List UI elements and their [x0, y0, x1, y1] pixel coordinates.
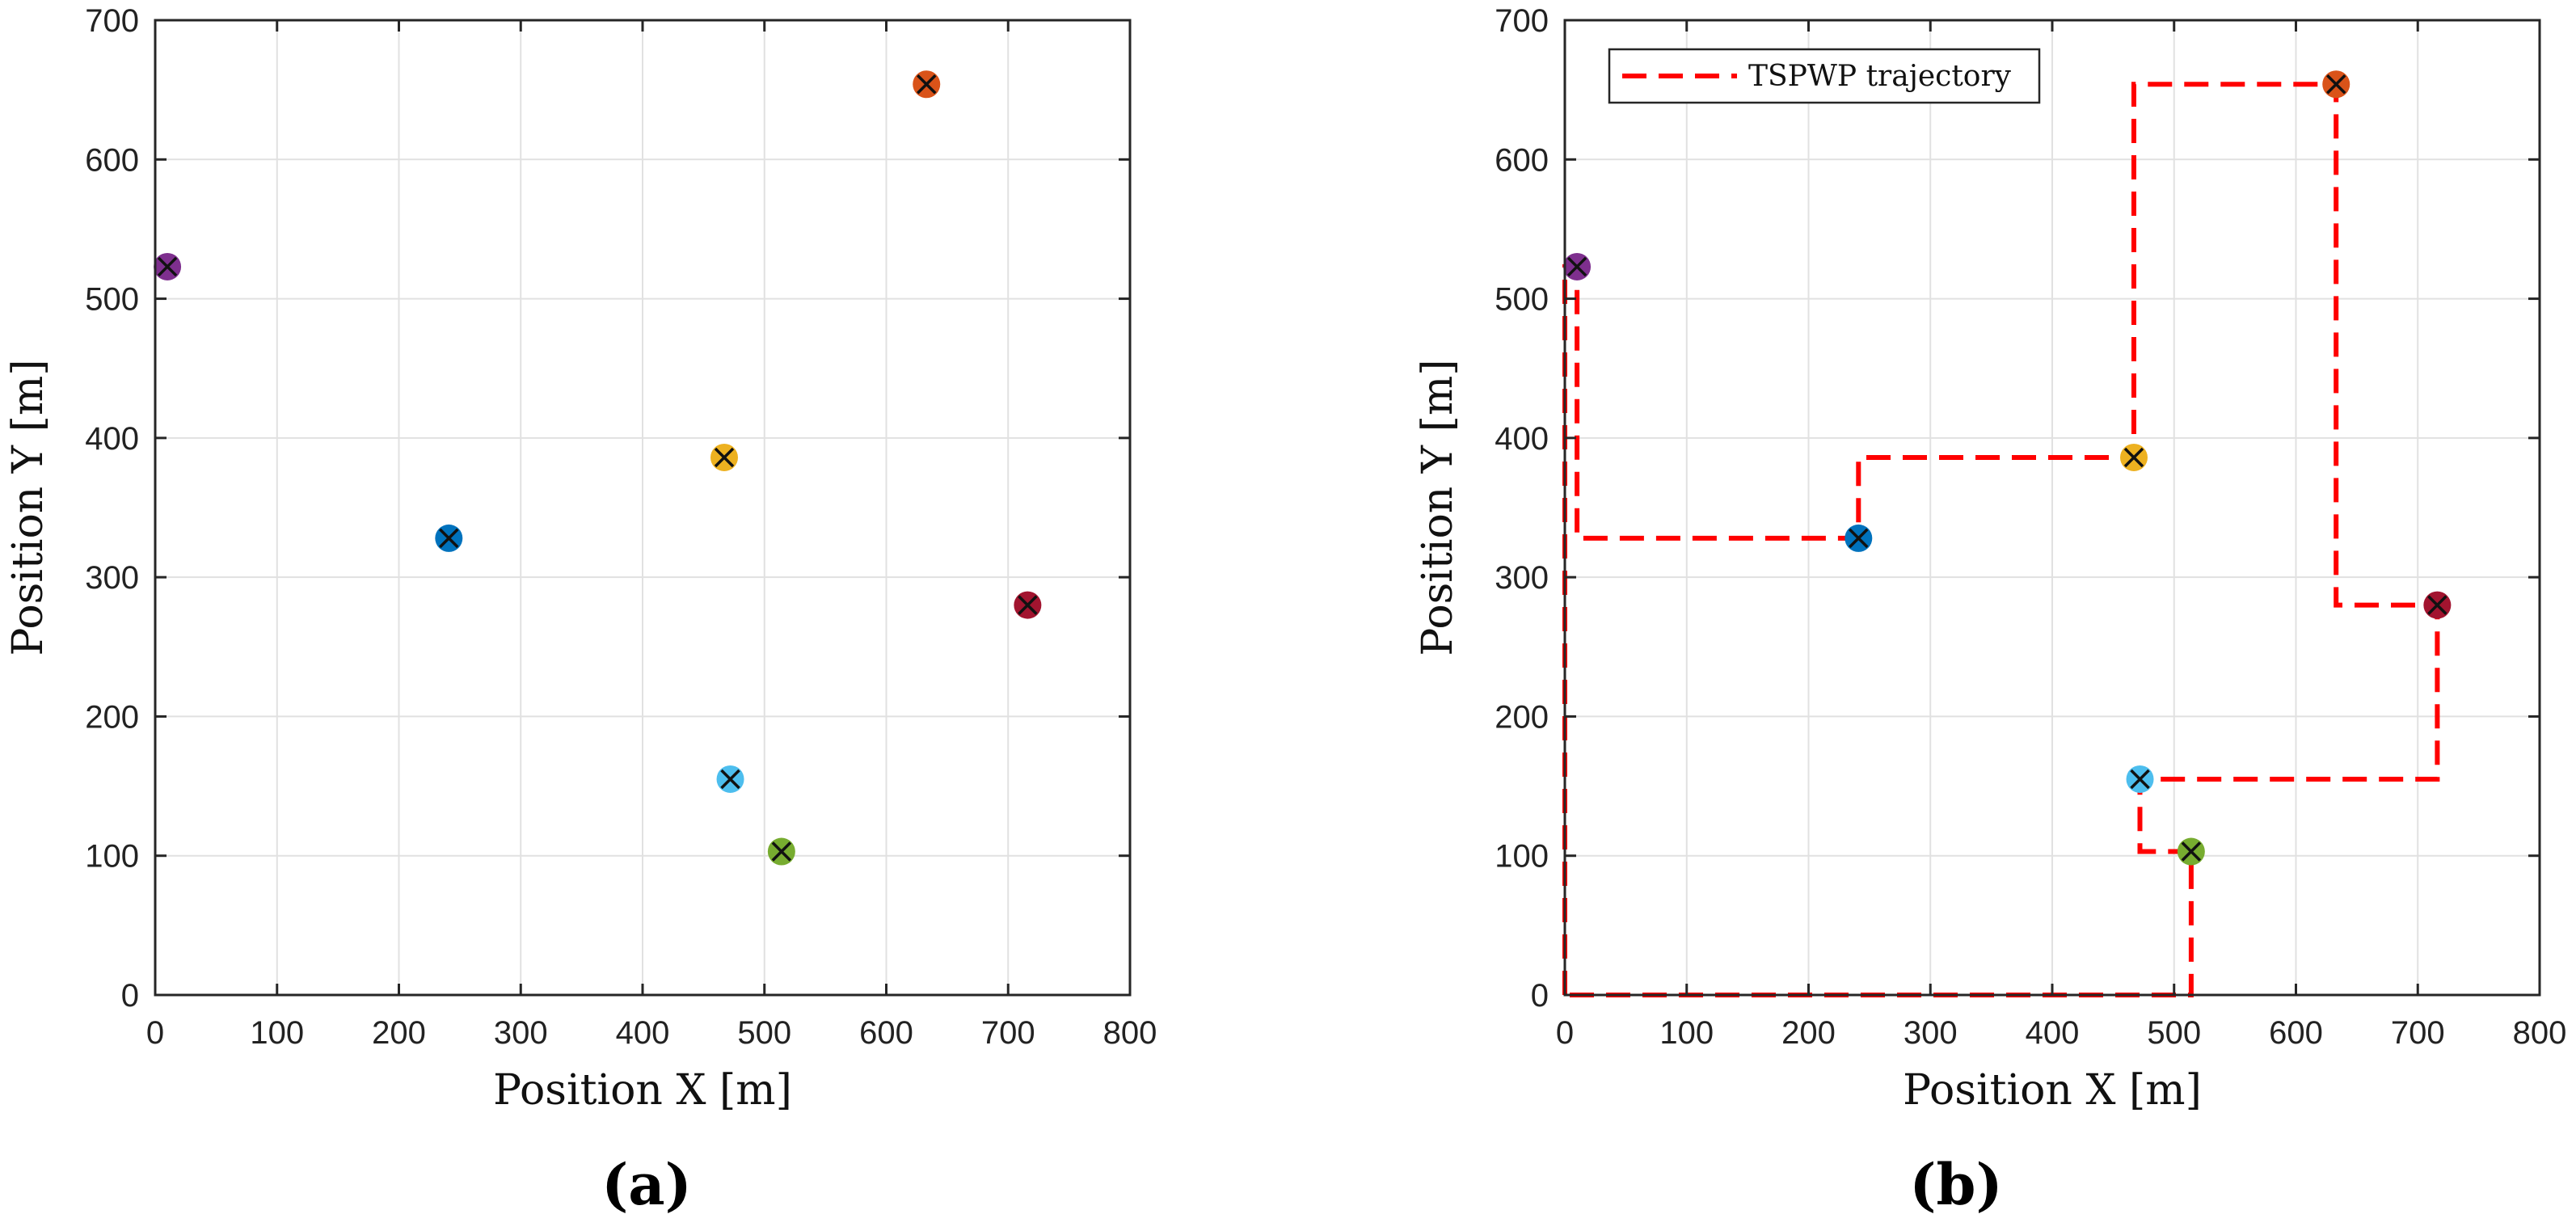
data-point-x-mark: [714, 447, 735, 468]
x-tick-label: 700: [2391, 1015, 2445, 1051]
data-point: [1563, 252, 1592, 280]
x-tick-label: 500: [2147, 1015, 2201, 1051]
data-point: [435, 524, 463, 552]
data-point: [1845, 524, 1873, 552]
panel-b-chart: 0 100 200 300 400 500 600 700 800 0 100 200 300 400 50…: [1414, 3, 2566, 1115]
x-tick-label: 300: [1904, 1015, 1958, 1051]
x-tick-label: 700: [981, 1015, 1035, 1051]
panel-a-label: (a): [601, 1151, 692, 1218]
data-point: [2120, 443, 2148, 471]
y-tick-label: 400: [85, 421, 139, 457]
data-point-x-mark: [2130, 769, 2150, 790]
data-point-x-mark: [2181, 841, 2202, 862]
legend-box: [1608, 48, 2041, 104]
x-tick-label: 0: [146, 1015, 164, 1051]
y-tick-label: 500: [85, 282, 139, 318]
y-tick-label: 0: [121, 978, 139, 1014]
y-tick-label: 400: [1495, 421, 1549, 457]
data-point: [2423, 591, 2452, 619]
y-tick-label: 200: [1495, 699, 1549, 735]
data-point: [767, 837, 795, 866]
y-tick-label: 600: [1495, 142, 1549, 178]
y-tick-label: 700: [1495, 3, 1549, 39]
data-point-x-mark: [2326, 74, 2346, 95]
data-point: [1014, 591, 1042, 619]
panel-b-label: (b): [1909, 1151, 2002, 1218]
x-tick-label: 100: [1659, 1015, 1714, 1051]
data-point-x-mark: [917, 74, 937, 95]
x-tick-label: 800: [2513, 1015, 2567, 1051]
x-tick-label: 0: [1556, 1015, 1574, 1051]
y-tick-label: 100: [1495, 839, 1549, 875]
panel-a-chart: 0 100 200 300 400 500 600 700 800 0 100 200 300 400 50…: [4, 3, 1157, 1115]
data-point: [716, 765, 744, 793]
y-tick-label: 0: [1531, 978, 1549, 1014]
x-tick-label: 200: [372, 1015, 426, 1051]
data-point-x-mark: [1849, 528, 1869, 549]
x-tick-label: 400: [2026, 1015, 2080, 1051]
legend: TSPWP trajectory: [1608, 48, 2041, 104]
y-tick-label: 700: [85, 3, 139, 39]
x-tick-label: 400: [616, 1015, 670, 1051]
y-axis-label: Position Y [m]: [1414, 359, 1462, 656]
x-tick-label: 600: [859, 1015, 913, 1051]
data-point-x-mark: [771, 841, 792, 862]
data-point-x-mark: [2427, 595, 2447, 615]
data-point-x-mark: [2123, 447, 2144, 468]
x-tick-label: 600: [2269, 1015, 2323, 1051]
data-point: [710, 443, 739, 471]
data-point: [913, 70, 941, 99]
y-tick-label: 500: [1495, 282, 1549, 318]
x-tick-label: 800: [1103, 1015, 1157, 1051]
x-axis-label: Position X [m]: [1903, 1066, 2202, 1115]
data-point-x-mark: [439, 528, 459, 549]
data-point-x-mark: [1566, 256, 1587, 277]
data-point: [2126, 765, 2154, 793]
x-tick-label: 200: [1781, 1015, 1836, 1051]
y-axis-label: Position Y [m]: [4, 359, 53, 656]
x-tick-label: 500: [737, 1015, 791, 1051]
data-point-x-mark: [157, 256, 178, 277]
data-point-x-mark: [720, 769, 740, 790]
y-tick-label: 200: [85, 699, 139, 735]
data-point-x-mark: [1018, 595, 1038, 615]
x-tick-label: 100: [250, 1015, 304, 1051]
x-axis-label: Position X [m]: [493, 1066, 792, 1115]
data-point: [2177, 837, 2205, 866]
y-tick-label: 300: [1495, 560, 1549, 596]
data-point: [154, 252, 182, 280]
legend-entry-label: TSPWP trajectory: [1748, 60, 2012, 93]
y-tick-label: 600: [85, 142, 139, 178]
x-tick-label: 300: [494, 1015, 548, 1051]
y-tick-label: 300: [85, 560, 139, 596]
data-point: [2322, 70, 2350, 99]
y-tick-label: 100: [85, 839, 139, 875]
